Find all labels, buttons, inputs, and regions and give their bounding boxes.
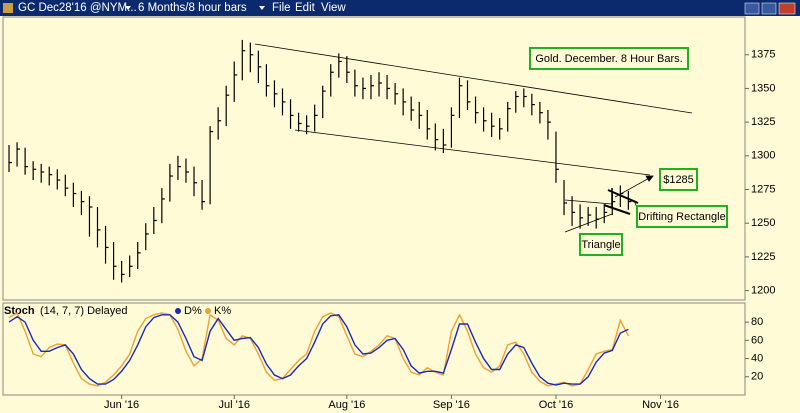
price-panel — [2, 16, 746, 301]
stoch-title: Stoch — [4, 305, 35, 317]
x-tick-label: Nov '16 — [642, 399, 679, 411]
y-tick-label: 20 — [751, 371, 763, 383]
stoch-params: (14, 7, 7) Delayed — [40, 305, 127, 317]
menu-view[interactable]: View — [321, 2, 346, 14]
minimize-button[interactable] — [744, 2, 760, 15]
symbol[interactable]: GC Dec28'16 @NYM... — [18, 2, 137, 14]
annotation-box — [579, 233, 623, 256]
annotation-box — [529, 47, 689, 70]
symbol-dropdown[interactable] — [125, 6, 131, 10]
rectangle-top — [607, 189, 639, 204]
menu-file[interactable]: File — [272, 2, 291, 14]
toolbar-bar — [0, 0, 800, 16]
close-button[interactable] — [778, 2, 796, 15]
stoch-panel — [2, 302, 746, 396]
rectangle-bottom — [603, 204, 631, 215]
legend-marker — [175, 308, 181, 314]
y-tick-label: 1225 — [751, 251, 775, 263]
app-icon — [3, 3, 13, 13]
legend-label: D% — [184, 305, 202, 317]
x-tick-label: Oct '16 — [539, 399, 574, 411]
annotation-box — [659, 168, 698, 191]
period-dropdown[interactable] — [259, 6, 265, 10]
channel-bottom — [294, 129, 651, 176]
y-tick-label: 1375 — [751, 49, 775, 61]
toolbar: GC Dec28'16 @NYM... 6 Months/8 hour bars… — [0, 0, 800, 16]
period[interactable]: 6 Months/8 hour bars — [138, 2, 247, 14]
x-tick-label: Jul '16 — [219, 399, 250, 411]
x-tick-label: Sep '16 — [433, 399, 470, 411]
x-tick-label: Aug '16 — [328, 399, 365, 411]
triangle-upper — [564, 199, 613, 205]
y-tick-label: 40 — [751, 352, 763, 364]
y-tick-label: 1325 — [751, 116, 775, 128]
annotation: Drifting Rectangle — [638, 211, 725, 223]
y-tick-label: 1275 — [751, 183, 775, 195]
annotation: Gold. December. 8 Hour Bars. — [535, 53, 682, 65]
legend-label: K% — [214, 305, 231, 317]
maximize-button[interactable] — [761, 2, 777, 15]
arrow-head — [645, 175, 654, 182]
annotation: $1285 — [663, 174, 694, 186]
y-tick-label: 60 — [751, 334, 763, 346]
x-tick-label: Jun '16 — [104, 399, 139, 411]
legend-marker — [205, 308, 211, 314]
annotation: Triangle — [581, 239, 620, 251]
y-tick-label: 1300 — [751, 150, 775, 162]
stoch-line — [8, 314, 629, 386]
menu-edit[interactable]: Edit — [295, 2, 316, 14]
y-tick-label: 1250 — [751, 217, 775, 229]
channel-top — [254, 43, 693, 114]
y-tick-label: 80 — [751, 316, 763, 328]
y-tick-label: 1200 — [751, 284, 775, 296]
annotation-box — [636, 205, 728, 228]
stoch-line — [8, 312, 630, 387]
y-tick-label: 1350 — [751, 82, 775, 94]
